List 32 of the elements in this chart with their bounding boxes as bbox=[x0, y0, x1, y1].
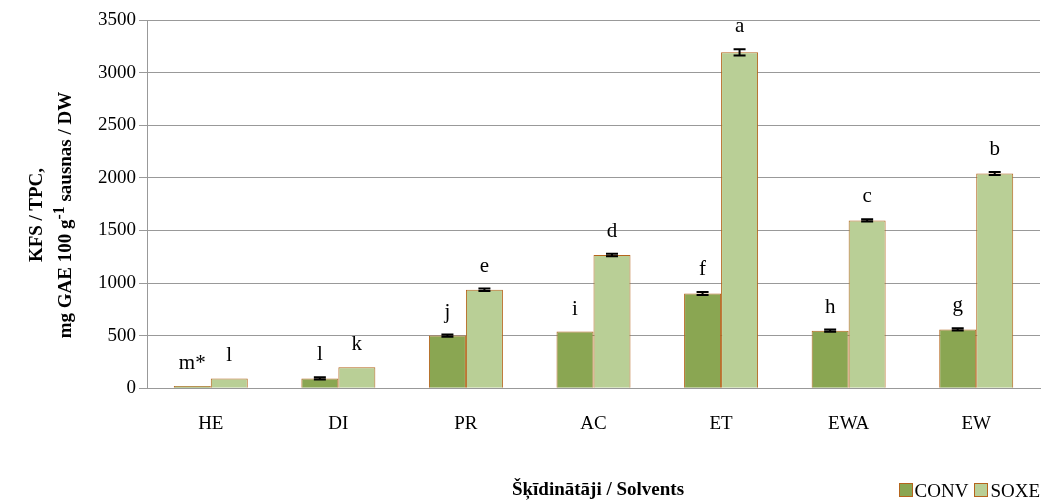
x-tick-label: DI bbox=[328, 411, 349, 433]
data-label: c bbox=[862, 183, 872, 208]
y-tick-label: 3000 bbox=[98, 60, 136, 82]
legend-label: CONV bbox=[913, 480, 969, 502]
y-tick-label: 1500 bbox=[98, 218, 136, 240]
x-tick-label: HE bbox=[198, 411, 224, 433]
data-label: j bbox=[443, 298, 451, 323]
data-label: f bbox=[699, 255, 707, 280]
y-tick-label: 3500 bbox=[98, 7, 136, 29]
x-axis-title: Šķīdinātāji / Solvents bbox=[511, 478, 685, 499]
data-label: i bbox=[572, 295, 579, 320]
y-tick-label: 500 bbox=[107, 323, 136, 345]
data-label: e bbox=[479, 252, 490, 277]
data-label: l bbox=[316, 341, 323, 366]
legend-label: SOXE bbox=[989, 480, 1040, 502]
x-tick-label: PR bbox=[454, 411, 478, 433]
x-tick-label: EW bbox=[961, 411, 992, 433]
y-tick-label: 2500 bbox=[98, 113, 136, 135]
data-label: g bbox=[952, 292, 964, 317]
y-tick-label: 0 bbox=[126, 376, 136, 398]
data-label: d bbox=[606, 217, 618, 242]
y-tick-label: 2000 bbox=[98, 165, 136, 187]
y-tick-label: 1000 bbox=[98, 270, 136, 292]
data-label: a bbox=[734, 13, 745, 38]
data-label: m* bbox=[178, 349, 206, 374]
data-label: l bbox=[226, 342, 233, 367]
data-label: h bbox=[824, 293, 836, 318]
x-tick-label: ET bbox=[709, 411, 734, 433]
x-tick-label: AC bbox=[580, 411, 607, 433]
data-label: b bbox=[989, 135, 1000, 160]
data-label: k bbox=[351, 331, 363, 356]
x-tick-label: EWA bbox=[828, 411, 870, 433]
